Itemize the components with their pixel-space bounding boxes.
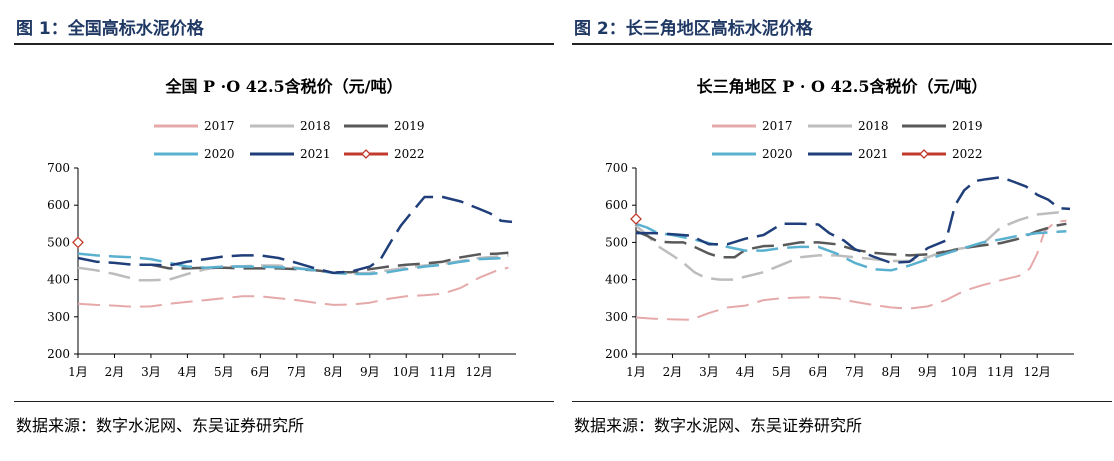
x-tick-label: 10月: [393, 365, 420, 379]
x-tick-label: 4月: [178, 365, 198, 379]
series-line-2021: [77, 195, 513, 275]
figure-caption: 图 1：全国高标水泥价格: [16, 19, 204, 39]
legend-label: 2020: [204, 147, 235, 161]
x-tick-label: 3月: [141, 365, 161, 379]
legend-item-2017: 2017: [154, 119, 235, 133]
legend-item-2022: 2022: [902, 147, 983, 161]
legend-item-2020: 2020: [154, 147, 235, 161]
legend-item-2018: 2018: [808, 119, 889, 133]
x-tick-label: 6月: [809, 365, 829, 379]
y-tick-label: 200: [605, 347, 628, 361]
legend-item-2021: 2021: [808, 147, 889, 161]
x-tick-label: 5月: [772, 365, 792, 379]
legend-label: 2018: [858, 119, 889, 133]
legend-label: 2020: [762, 147, 793, 161]
source-rule: [572, 401, 1112, 402]
series-point-2022: [72, 236, 84, 249]
x-tick-label: 2月: [105, 365, 125, 379]
legend-item-2019: 2019: [902, 119, 983, 133]
caption-rule: [14, 43, 554, 45]
legend-marker: [361, 149, 371, 159]
data-source: 数据来源：数字水泥网、东吴证券研究所: [16, 416, 305, 435]
y-tick-label: 500: [47, 235, 70, 249]
y-tick-label: 300: [605, 310, 628, 324]
x-tick-label: 5月: [214, 365, 234, 379]
series-line-2019: [635, 222, 1067, 259]
legend-label: 2022: [394, 147, 425, 161]
y-tick-label: 700: [605, 161, 628, 175]
legend-label: 2019: [394, 119, 425, 133]
legend-item-2017: 2017: [712, 119, 793, 133]
chart-title: 全国 P ·O 42.5含税价（元/吨）: [164, 77, 402, 96]
caption-rule: [572, 43, 1112, 45]
x-tick-label: 7月: [845, 365, 865, 379]
series-line-2021: [636, 176, 1071, 265]
x-tick-label: 12月: [466, 365, 493, 379]
legend-item-2020: 2020: [712, 147, 793, 161]
y-tick-label: 200: [47, 347, 70, 361]
x-tick-label: 8月: [323, 365, 343, 379]
x-tick-label: 6月: [251, 365, 271, 379]
y-tick-label: 700: [47, 161, 70, 175]
x-tick-label: 12月: [1024, 365, 1051, 379]
series-point-2022: [630, 213, 642, 225]
legend-label: 2018: [300, 119, 331, 133]
figure-caption: 图 2：长三角地区高标水泥价格: [574, 19, 813, 39]
x-tick-label: 9月: [918, 365, 938, 379]
source-rule: [14, 401, 554, 402]
yrd-cement-price-chart: 长三角地区 P · O 42.5含税价（元/吨） 2017 2018 2019 2020…: [605, 77, 1074, 379]
y-tick-label: 600: [47, 198, 70, 212]
data-source: 数据来源：数字水泥网、东吴证券研究所: [574, 416, 863, 435]
legend-item-2022: 2022: [344, 147, 425, 161]
series-line-2017: [635, 219, 1067, 321]
figure-panel-yrd: 图 2：长三角地区高标水泥价格 长三角地区 P · O 42.5含税价（元/吨）…: [572, 0, 1112, 461]
legend-item-2021: 2021: [250, 147, 331, 161]
figure-panel-national: 图 1：全国高标水泥价格 全国 P ·O 42.5含税价（元/吨） 2017 201…: [14, 0, 554, 461]
series-line-2020: [635, 222, 1067, 272]
series-line-2018: [77, 254, 509, 282]
x-tick-label: 8月: [881, 365, 901, 379]
y-tick-label: 600: [605, 198, 628, 212]
legend-label: 2022: [952, 147, 983, 161]
legend-label: 2019: [952, 119, 983, 133]
x-tick-label: 1月: [68, 365, 88, 379]
legend-item-2018: 2018: [250, 119, 331, 133]
x-tick-label: 11月: [987, 365, 1014, 379]
x-tick-label: 10月: [951, 365, 978, 379]
x-tick-label: 2月: [663, 365, 683, 379]
series-line-2018: [635, 210, 1067, 281]
legend-label: 2021: [858, 147, 889, 161]
legend-marker: [919, 149, 929, 159]
legend-label: 2021: [300, 147, 331, 161]
x-tick-label: 11月: [429, 365, 456, 379]
x-tick-label: 1月: [626, 365, 646, 379]
series-line-2017: [77, 266, 509, 308]
x-tick-label: 9月: [360, 365, 380, 379]
y-tick-label: 300: [47, 310, 70, 324]
x-tick-label: 4月: [736, 365, 756, 379]
y-tick-label: 400: [605, 273, 628, 287]
chart-title: 长三角地区 P · O 42.5含税价（元/吨）: [697, 77, 988, 96]
series-line-2020: [77, 252, 509, 276]
y-tick-label: 500: [605, 235, 628, 249]
y-tick-label: 400: [47, 273, 70, 287]
national-cement-price-chart: 全国 P ·O 42.5含税价（元/吨） 2017 2018 2019 2020 2021…: [47, 77, 516, 379]
legend-label: 2017: [762, 119, 793, 133]
legend-item-2019: 2019: [344, 119, 425, 133]
x-tick-label: 3月: [699, 365, 719, 379]
legend-label: 2017: [204, 119, 235, 133]
x-tick-label: 7月: [287, 365, 307, 379]
